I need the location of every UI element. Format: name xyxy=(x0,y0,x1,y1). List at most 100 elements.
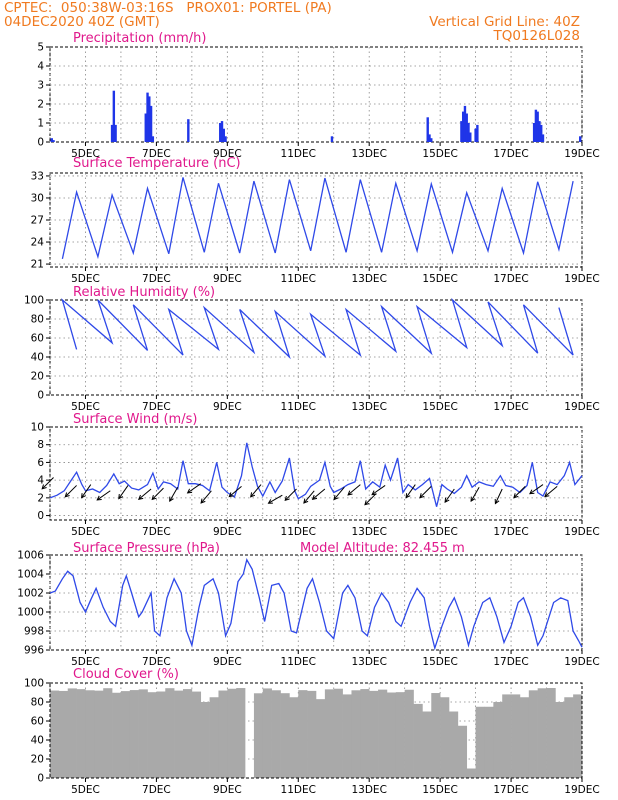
precip-bar xyxy=(541,134,545,142)
y-tick-label: 100 xyxy=(24,295,44,307)
x-tick-label: 5DEC xyxy=(71,148,100,160)
y-tick-label: 40 xyxy=(31,352,44,364)
precip-bar xyxy=(532,123,536,142)
x-tick-label: 9DEC xyxy=(213,273,242,285)
wind-arrow xyxy=(96,490,111,501)
wind-arrow xyxy=(169,486,179,502)
wind-arrow xyxy=(419,485,432,499)
wind-arrow-head xyxy=(250,492,256,498)
wind-arrow xyxy=(529,484,544,495)
precip-bar xyxy=(220,121,224,142)
wind-arrow xyxy=(364,493,377,506)
cloud-bar xyxy=(413,703,423,778)
wind-arrow-head xyxy=(41,484,47,490)
x-tick-label: 13DEC xyxy=(351,273,386,285)
y-tick-label: 0 xyxy=(37,390,44,402)
x-tick-label: 19DEC xyxy=(564,148,599,160)
x-tick-label: 13DEC xyxy=(351,148,386,160)
cloud-bar xyxy=(103,688,113,778)
cloud-bar xyxy=(271,690,281,778)
wind-arrow-head xyxy=(169,496,174,503)
cloud-bar xyxy=(404,689,414,778)
cloud-bar xyxy=(85,690,95,778)
cloud-bar xyxy=(324,689,335,778)
cloud-bar xyxy=(67,688,77,778)
cloud-bar xyxy=(431,693,441,778)
x-tick-label: 5DEC xyxy=(71,656,100,668)
cloud-bar xyxy=(174,690,184,778)
wind-arrow-head xyxy=(137,494,144,500)
cloud-bar xyxy=(236,688,246,778)
x-tick-label: 15DEC xyxy=(422,656,457,668)
panel-3: 0 2 4 6 8 10 5DEC 7DEC 9DEC 11DEC 13DEC 15DEC 17DEC 1… xyxy=(31,412,600,538)
x-tick-label: 9DEC xyxy=(213,784,242,796)
x-tick-label: 9DEC xyxy=(213,526,242,538)
cloud-bar xyxy=(564,697,574,778)
y-tick-label: 1004 xyxy=(17,569,44,581)
cloud-bar xyxy=(307,690,317,778)
wind-arrow xyxy=(333,486,345,500)
cloud-bar xyxy=(555,702,565,778)
cloud-bar xyxy=(395,692,405,778)
cloud-bar xyxy=(511,694,521,778)
panel-0: 0 1 2 3 4 5 5DEC 7DEC 9DEC 11DEC 13DEC 15DEC 17DEC 19… xyxy=(37,31,599,160)
cloud-bar xyxy=(94,690,104,778)
panel-frame-top xyxy=(49,682,583,779)
cloud-bar xyxy=(342,694,352,778)
wind-arrow-head xyxy=(186,488,193,494)
y-tick-label: 996 xyxy=(24,645,44,657)
cloud-bar xyxy=(227,688,237,778)
precip-bar xyxy=(579,136,582,142)
x-tick-label: 11DEC xyxy=(281,273,316,285)
x-tick-label: 7DEC xyxy=(142,273,171,285)
precip-bar xyxy=(476,124,479,142)
x-tick-label: 15DEC xyxy=(422,784,457,796)
wind-arrow-head xyxy=(303,498,309,504)
y-tick-label: 1 xyxy=(37,118,44,130)
header-line3-right: TQ0126L028 xyxy=(493,28,580,44)
wind-arrow-head xyxy=(151,494,157,501)
panel-frame xyxy=(49,299,583,396)
panel-title: Surface Wind (m/s) xyxy=(73,412,197,427)
cloud-bar xyxy=(528,690,538,778)
y-tick-label: 80 xyxy=(31,697,44,709)
x-tick-label: 5DEC xyxy=(71,273,100,285)
y-tick-label: 1002 xyxy=(17,588,44,600)
x-tick-label: 17DEC xyxy=(493,273,528,285)
cloud-bar xyxy=(333,688,343,778)
panel-4: 996 998 1000 1002 1004 1006 5DEC 7DEC 9DEC 11DEC 1… xyxy=(17,541,599,668)
cloud-bar xyxy=(138,689,148,778)
wind-arrow-head xyxy=(405,493,411,499)
wind-arrow-head xyxy=(347,490,353,496)
precip-bar xyxy=(474,128,477,142)
y-tick-label: 40 xyxy=(31,735,44,747)
x-tick-label: 9DEC xyxy=(213,401,242,413)
x-tick-label: 17DEC xyxy=(493,656,528,668)
x-tick-label: 13DEC xyxy=(351,526,386,538)
wind-arrow-head xyxy=(81,493,86,499)
wind-arrow xyxy=(444,488,455,503)
precip-bar xyxy=(187,119,190,142)
cloud-bar xyxy=(129,690,139,778)
panel-frame xyxy=(49,426,583,521)
wind-arrow xyxy=(200,490,212,504)
wind-arrow-head xyxy=(513,493,519,499)
cloud-bar xyxy=(316,699,326,778)
cloud-bar xyxy=(298,690,308,778)
cloud-bar xyxy=(378,689,388,778)
precip-bar xyxy=(430,138,433,142)
wind-arrow-head xyxy=(267,499,273,504)
wind-arrow xyxy=(284,488,297,501)
cloud-bar xyxy=(112,692,122,778)
y-tick-label: 100 xyxy=(24,678,44,690)
x-tick-label: 17DEC xyxy=(493,526,528,538)
y-tick-label: 6 xyxy=(37,457,44,469)
wind-arrow xyxy=(138,488,152,500)
y-tick-label: 0 xyxy=(37,773,44,785)
series-line xyxy=(61,297,574,360)
y-tick-label: 60 xyxy=(31,333,44,345)
wind-arrow xyxy=(347,484,361,496)
wind-arrow xyxy=(187,483,202,494)
wind-arrow xyxy=(64,485,77,498)
cloud-bar xyxy=(289,697,299,778)
